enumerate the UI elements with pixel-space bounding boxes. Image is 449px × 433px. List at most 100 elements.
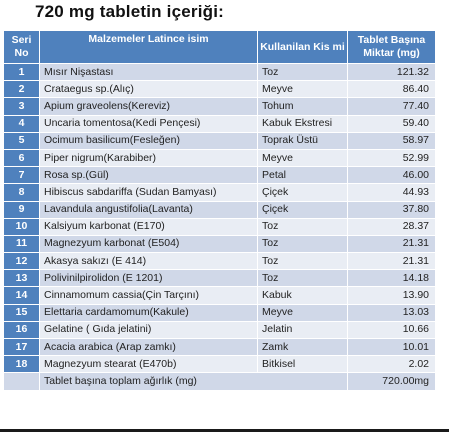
- row-amount: 58.97: [347, 131, 436, 150]
- table-row: 16 Gelatine ( Gıda jelatini) Jelatin 10.66: [3, 320, 436, 340]
- row-ingredient-name: Acacia arabica (Arap zamkı): [39, 337, 258, 357]
- table-row: 11 Magnezyum karbonat (E504) Toz 21.31: [3, 234, 436, 254]
- row-amount: 52.99: [347, 148, 436, 168]
- row-ingredient-name: Hibiscus sabdariffa (Sudan Bamyası): [39, 183, 258, 202]
- row-amount: 21.31: [347, 234, 436, 254]
- row-amount: 37.80: [347, 200, 436, 219]
- row-amount: 46.00: [347, 166, 436, 185]
- row-serial-no: 13: [3, 269, 40, 288]
- table-row: 13 Polivinilpirolidon (E 1201) Toz 14.18: [3, 269, 436, 288]
- row-part-used: Çiçek: [257, 200, 348, 219]
- table-row: 6 Piper nigrum(Karabiber) Meyve 52.99: [3, 148, 436, 168]
- row-amount: 10.66: [347, 320, 436, 340]
- row-ingredient-name: Mısır Nişastası: [39, 62, 258, 82]
- row-serial-no: 15: [3, 303, 40, 322]
- row-ingredient-name: Kalsiyum karbonat (E170): [39, 217, 258, 236]
- row-amount: 13.03: [347, 303, 436, 322]
- row-part-used: Toz: [257, 217, 348, 236]
- row-ingredient-name: Magnezyum stearat (E470b): [39, 355, 258, 374]
- ingredients-table: Seri No Malzemeler Latince isim Kullanil…: [3, 30, 436, 391]
- bottom-divider: [0, 429, 449, 432]
- table-row: 18 Magnezyum stearat (E470b) Bitkisel 2.02: [3, 355, 436, 374]
- row-amount: 10.01: [347, 337, 436, 357]
- page-title: 720 mg tabletin içeriği:: [35, 2, 225, 21]
- row-amount: 21.31: [347, 252, 436, 271]
- row-part-used: Bitkisel: [257, 355, 348, 374]
- row-serial-no: 5: [3, 131, 40, 150]
- row-part-used: Kabuk: [257, 286, 348, 305]
- row-ingredient-name: Magnezyum karbonat (E504): [39, 234, 258, 254]
- row-amount: 28.37: [347, 217, 436, 236]
- row-serial-no: 10: [3, 217, 40, 236]
- row-serial-no: 2: [3, 80, 40, 99]
- table-row: 9 Lavandula angustifolia(Lavanta) Çiçek 37.…: [3, 200, 436, 219]
- table-row: 4 Uncaria tomentosa(Kedi Pençesi) Kabuk Ek…: [3, 114, 436, 133]
- total-amount: 720.00mg: [347, 372, 436, 391]
- table-row: 17 Acacia arabica (Arap zamkı) Zamk 10.01: [3, 337, 436, 357]
- row-ingredient-name: Cinnamomum cassia(Çin Tarçını): [39, 286, 258, 305]
- header-row: Seri No Malzemeler Latince isim Kullanil…: [3, 30, 436, 64]
- row-ingredient-name: Piper nigrum(Karabiber): [39, 148, 258, 168]
- row-part-used: Tohum: [257, 97, 348, 116]
- row-ingredient-name: Lavandula angustifolia(Lavanta): [39, 200, 258, 219]
- row-serial-no: 6: [3, 148, 40, 168]
- table-row: 14 Cinnamomum cassia(Çin Tarçını) Kabuk 13.…: [3, 286, 436, 305]
- table-row: 7 Rosa sp.(Gül) Petal 46.00: [3, 166, 436, 185]
- row-ingredient-name: Akasya sakızı (E 414): [39, 252, 258, 271]
- row-part-used: Meyve: [257, 80, 348, 99]
- table-row: 8 Hibiscus sabdariffa (Sudan Bamyası) Çiçe…: [3, 183, 436, 202]
- row-ingredient-name: Apium graveolens(Kereviz): [39, 97, 258, 116]
- table-row: 1 Mısır Nişastası Toz 121.32: [3, 62, 436, 82]
- total-row: Tablet başına toplam ağırlık (mg) 720.00…: [3, 372, 436, 391]
- row-amount: 44.93: [347, 183, 436, 202]
- row-part-used: Toprak Üstü: [257, 131, 348, 150]
- row-part-used: Toz: [257, 252, 348, 271]
- table-row: 3 Apium graveolens(Kereviz) Tohum 77.40: [3, 97, 436, 116]
- table-row: 5 Ocimum basilicum(Fesleğen) Toprak Üstü 58…: [3, 131, 436, 150]
- row-serial-no: 17: [3, 337, 40, 357]
- table-row: 12 Akasya sakızı (E 414) Toz 21.31: [3, 252, 436, 271]
- header-serial-no: Seri No: [3, 30, 40, 64]
- row-serial-no: 16: [3, 320, 40, 340]
- row-serial-no: 14: [3, 286, 40, 305]
- row-amount: 2.02: [347, 355, 436, 374]
- row-ingredient-name: Elettaria cardamomum(Kakule): [39, 303, 258, 322]
- row-serial-no: 18: [3, 355, 40, 374]
- row-amount: 59.40: [347, 114, 436, 133]
- row-amount: 86.40: [347, 80, 436, 99]
- row-amount: 13.90: [347, 286, 436, 305]
- row-part-used: Toz: [257, 269, 348, 288]
- row-part-used: Petal: [257, 166, 348, 185]
- row-part-used: Toz: [257, 62, 348, 82]
- row-part-used: Meyve: [257, 148, 348, 168]
- row-amount: 121.32: [347, 62, 436, 82]
- row-part-used: Toz: [257, 234, 348, 254]
- header-amount-per-tablet: Tablet Başına Miktar (mg): [347, 30, 436, 64]
- row-part-used: Meyve: [257, 303, 348, 322]
- row-serial-no: 7: [3, 166, 40, 185]
- row-ingredient-name: Gelatine ( Gıda jelatini): [39, 320, 258, 340]
- row-serial-no: 11: [3, 234, 40, 254]
- row-serial-no: 8: [3, 183, 40, 202]
- row-serial-no: 4: [3, 114, 40, 133]
- header-ingredient-name: Malzemeler Latince isim: [39, 30, 258, 64]
- row-part-used: Kabuk Ekstresi: [257, 114, 348, 133]
- row-serial-no: 3: [3, 97, 40, 116]
- table-row: 10 Kalsiyum karbonat (E170) Toz 28.37: [3, 217, 436, 236]
- total-blank-cell: [3, 372, 40, 391]
- row-part-used: Çiçek: [257, 183, 348, 202]
- row-amount: 77.40: [347, 97, 436, 116]
- table-row: 15 Elettaria cardamomum(Kakule) Meyve 13.03: [3, 303, 436, 322]
- row-ingredient-name: Ocimum basilicum(Fesleğen): [39, 131, 258, 150]
- total-label: Tablet başına toplam ağırlık (mg): [39, 372, 348, 391]
- row-ingredient-name: Uncaria tomentosa(Kedi Pençesi): [39, 114, 258, 133]
- row-ingredient-name: Rosa sp.(Gül): [39, 166, 258, 185]
- header-part-used: Kullanilan Kis mi: [257, 30, 348, 64]
- row-part-used: Jelatin: [257, 320, 348, 340]
- row-serial-no: 12: [3, 252, 40, 271]
- row-ingredient-name: Polivinilpirolidon (E 1201): [39, 269, 258, 288]
- table-row: 2 Crataegus sp.(Alıç) Meyve 86.40: [3, 80, 436, 99]
- row-serial-no: 1: [3, 62, 40, 82]
- row-ingredient-name: Crataegus sp.(Alıç): [39, 80, 258, 99]
- row-serial-no: 9: [3, 200, 40, 219]
